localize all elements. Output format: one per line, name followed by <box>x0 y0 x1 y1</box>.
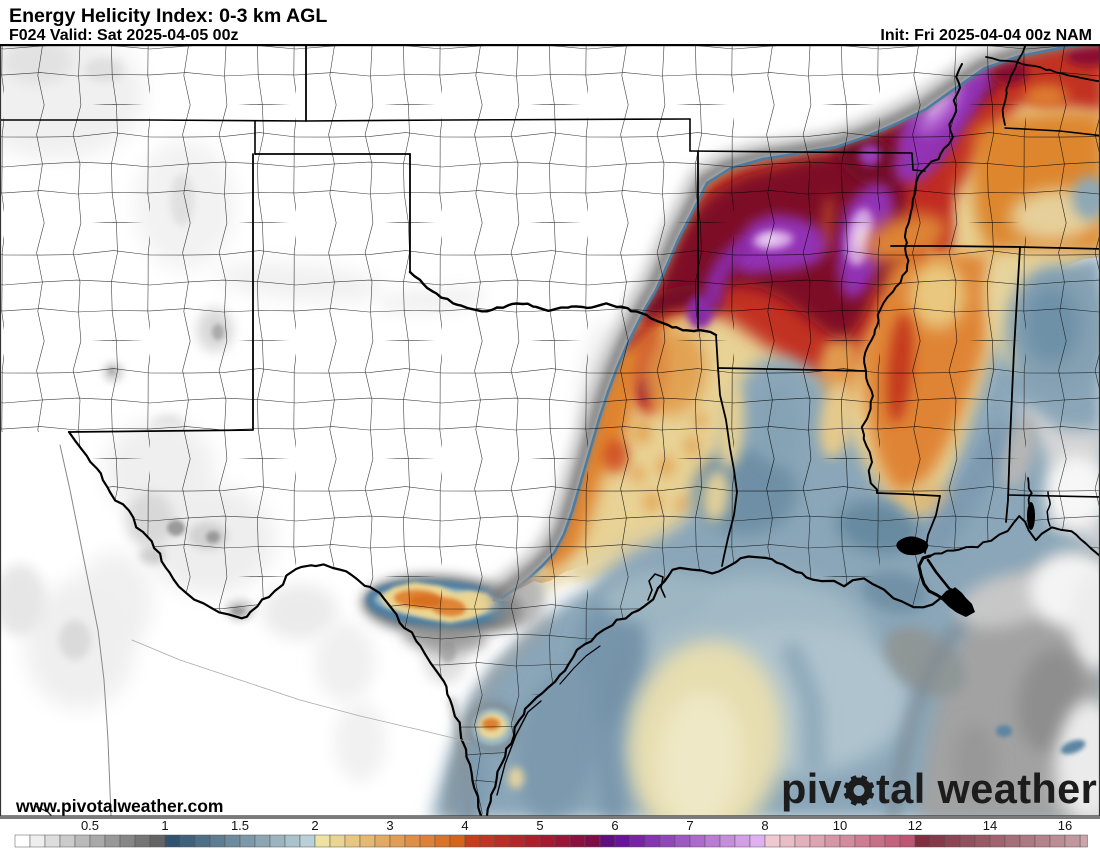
svg-text:piv: piv <box>781 765 842 812</box>
svg-text:14: 14 <box>983 818 997 833</box>
svg-text:F024 Valid: Sat 2025-04-05 00z: F024 Valid: Sat 2025-04-05 00z <box>9 27 238 44</box>
svg-text:7: 7 <box>686 818 693 833</box>
svg-text:2: 2 <box>311 818 318 833</box>
svg-text:4: 4 <box>461 818 468 833</box>
svg-text:12: 12 <box>908 818 922 833</box>
svg-text:Energy Helicity Index: 0-3 km: Energy Helicity Index: 0-3 km AGL <box>9 5 327 27</box>
svg-text:16: 16 <box>1058 818 1072 833</box>
svg-text:8: 8 <box>761 818 768 833</box>
svg-text:10: 10 <box>833 818 847 833</box>
svg-text:1: 1 <box>161 818 168 833</box>
svg-text:Init: Fri 2025-04-04 00z NAM: Init: Fri 2025-04-04 00z NAM <box>880 27 1092 44</box>
svg-text:6: 6 <box>611 818 618 833</box>
svg-text:www.pivotalweather.com: www.pivotalweather.com <box>15 796 223 816</box>
svg-text:5: 5 <box>536 818 543 833</box>
svg-text:3: 3 <box>386 818 393 833</box>
svg-text:0.5: 0.5 <box>81 818 99 833</box>
svg-text:1.5: 1.5 <box>231 818 249 833</box>
svg-text:tal weather: tal weather <box>876 765 1097 812</box>
